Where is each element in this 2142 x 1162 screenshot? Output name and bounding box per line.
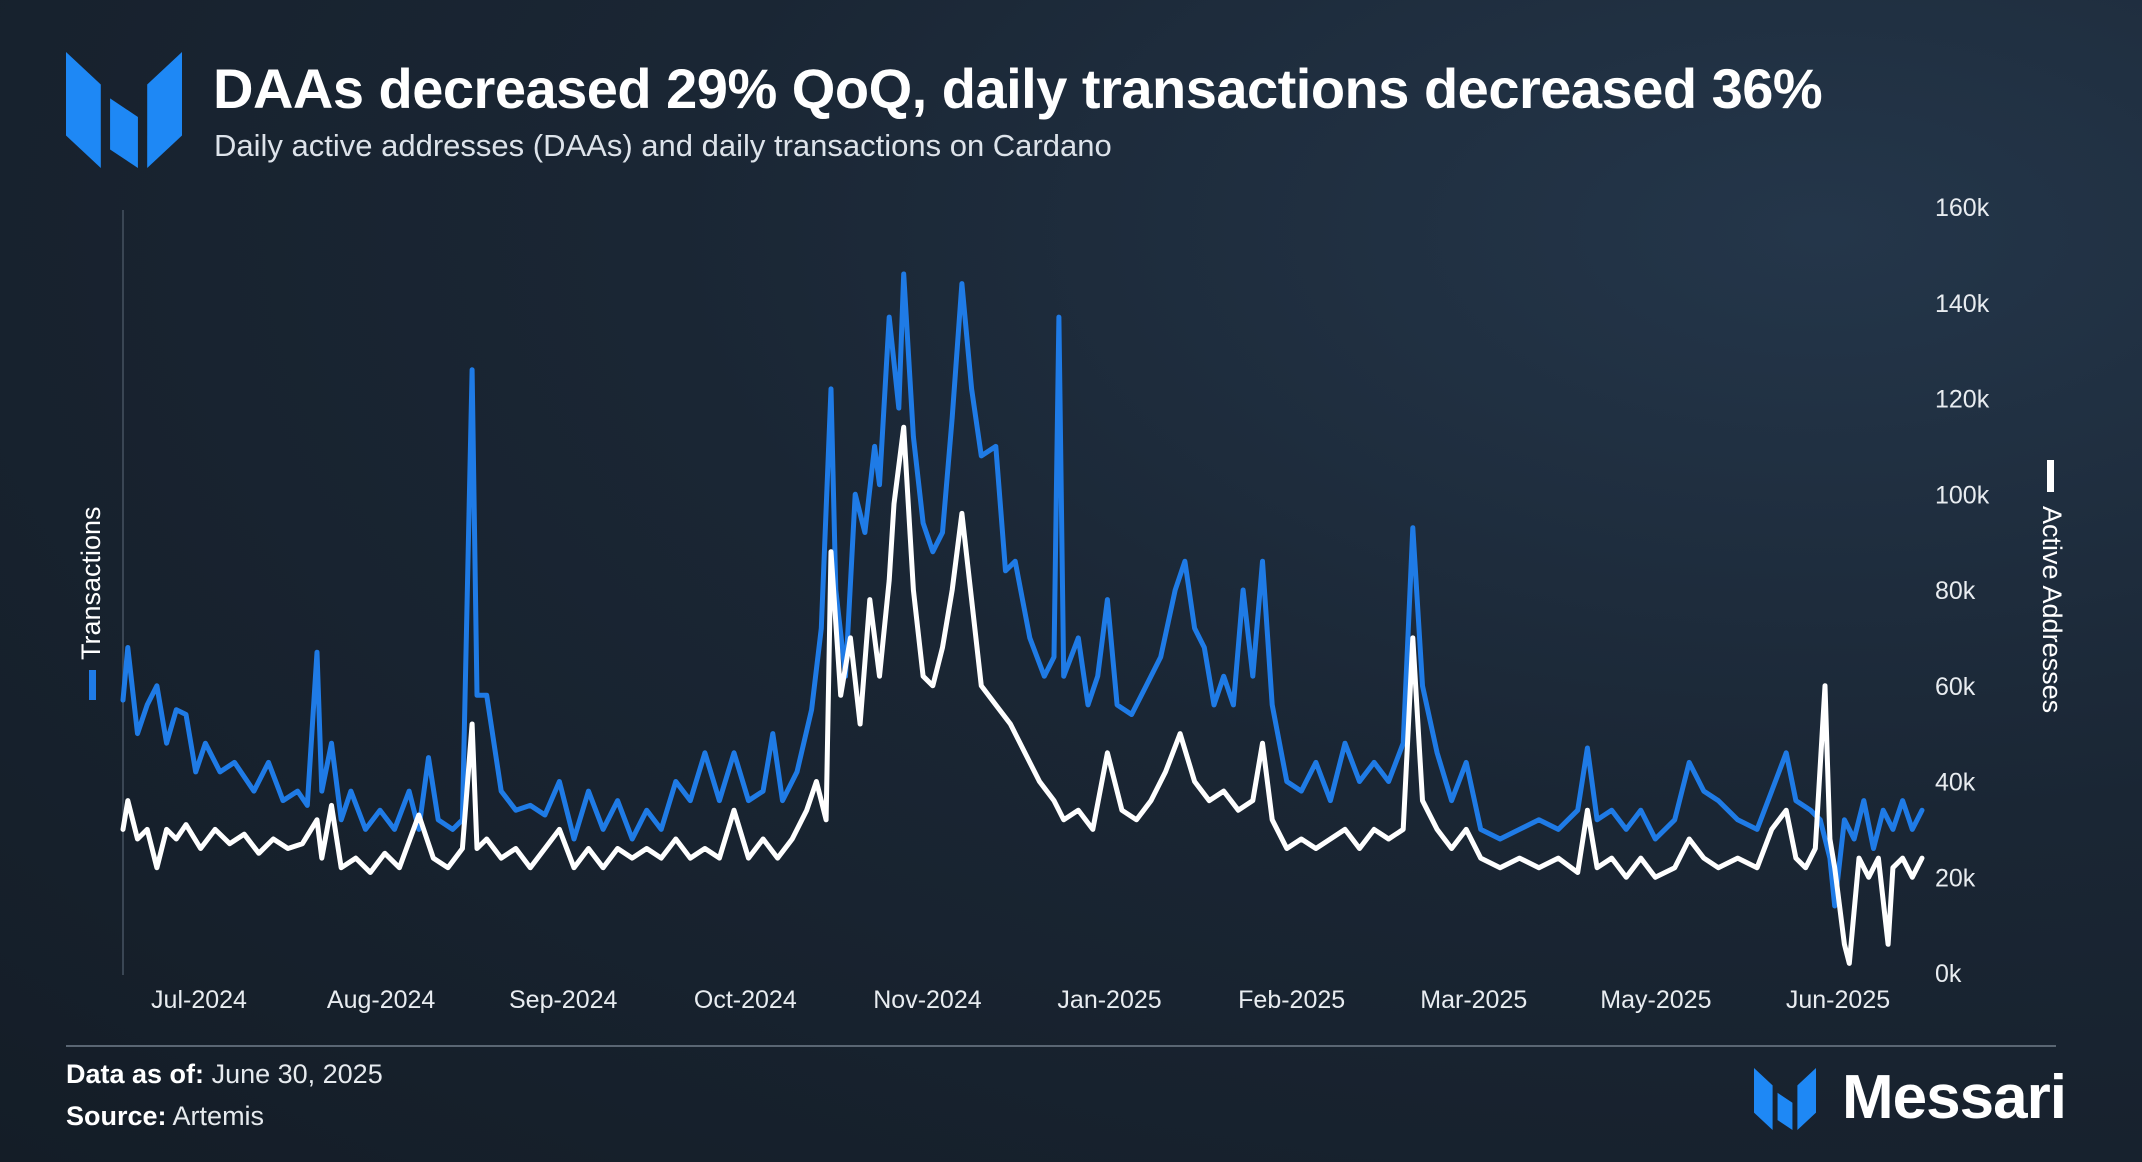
y-tick-label: 80k — [1935, 577, 1976, 605]
series-lines — [120, 271, 1925, 966]
source: Source: Artemis — [66, 1101, 264, 1132]
brand-name: Messari — [1842, 1063, 2067, 1132]
transactions-line — [120, 271, 1925, 909]
source-value: Artemis — [172, 1101, 265, 1131]
y-tick-label: 140k — [1935, 290, 1990, 318]
x-tick-label: May-2025 — [1600, 986, 1711, 1014]
x-tick-label: Oct-2024 — [694, 986, 797, 1014]
y-tick-label: 160k — [1935, 194, 1990, 222]
y-tick-label: 40k — [1935, 769, 1976, 797]
data-as-of-value: June 30, 2025 — [211, 1059, 383, 1089]
x-tick-label: Aug-2024 — [327, 986, 436, 1014]
y-tick-label: 120k — [1935, 386, 1990, 414]
x-tick-label: Sep-2024 — [509, 986, 618, 1014]
y-tick-label: 20k — [1935, 864, 1976, 892]
chart-subtitle: Daily active addresses (DAAs) and daily … — [214, 128, 1112, 163]
left-axis-label: Transactions — [76, 506, 106, 660]
y-tick-label: 0k — [1935, 960, 1962, 988]
data-as-of: Data as of: June 30, 2025 — [66, 1059, 383, 1090]
x-tick-labels: Jul-2024 Aug-2024 Sep-2024 Oct-2024 Nov-2024… — [151, 986, 1890, 1014]
footer-divider — [66, 1045, 2056, 1047]
data-as-of-label: Data as of: — [66, 1059, 205, 1089]
y-tick-label: 100k — [1935, 481, 1990, 509]
x-tick-label: Jun-2025 — [1786, 986, 1890, 1014]
transactions-legend-swatch — [89, 670, 96, 700]
messari-logo-icon — [66, 52, 182, 168]
chart-title: DAAs decreased 29% QoQ, daily transactio… — [213, 57, 1823, 120]
x-tick-label: Nov-2024 — [873, 986, 981, 1014]
active-addresses-line — [120, 424, 1925, 966]
active-addresses-legend-swatch — [2047, 460, 2054, 492]
chart-plot: 0k 20k 40k 60k 80k 100k 120k 140k 160k Jul-2024 A… — [76, 194, 2067, 1014]
y-tick-label: 60k — [1935, 673, 1976, 701]
source-label: Source: — [66, 1101, 167, 1131]
left-axis-title: Transactions — [76, 506, 106, 700]
x-tick-label: Jan-2025 — [1057, 986, 1161, 1014]
messari-brand-icon — [1754, 1068, 1816, 1130]
x-tick-label: Jul-2024 — [151, 986, 247, 1014]
x-tick-label: Feb-2025 — [1238, 986, 1345, 1014]
y-tick-labels: 0k 20k 40k 60k 80k 100k 120k 140k 160k — [1935, 194, 1990, 988]
right-axis-label: Active Addresses — [2037, 506, 2067, 713]
x-tick-label: Mar-2025 — [1420, 986, 1527, 1014]
right-axis-title: Active Addresses — [2037, 460, 2067, 713]
